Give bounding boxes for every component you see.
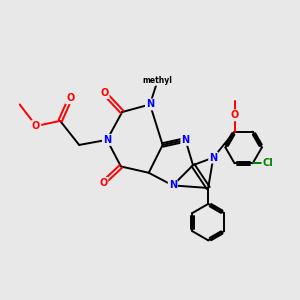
Text: N: N	[169, 180, 177, 190]
Text: N: N	[209, 153, 217, 163]
Text: O: O	[100, 88, 109, 98]
Text: O: O	[66, 93, 74, 103]
Text: O: O	[230, 110, 238, 120]
Text: O: O	[32, 121, 40, 131]
Text: O: O	[99, 178, 107, 188]
Text: N: N	[182, 135, 190, 145]
Text: Cl: Cl	[262, 158, 273, 168]
Text: N: N	[146, 99, 154, 110]
Text: methyl: methyl	[143, 76, 172, 85]
Text: N: N	[103, 135, 111, 145]
